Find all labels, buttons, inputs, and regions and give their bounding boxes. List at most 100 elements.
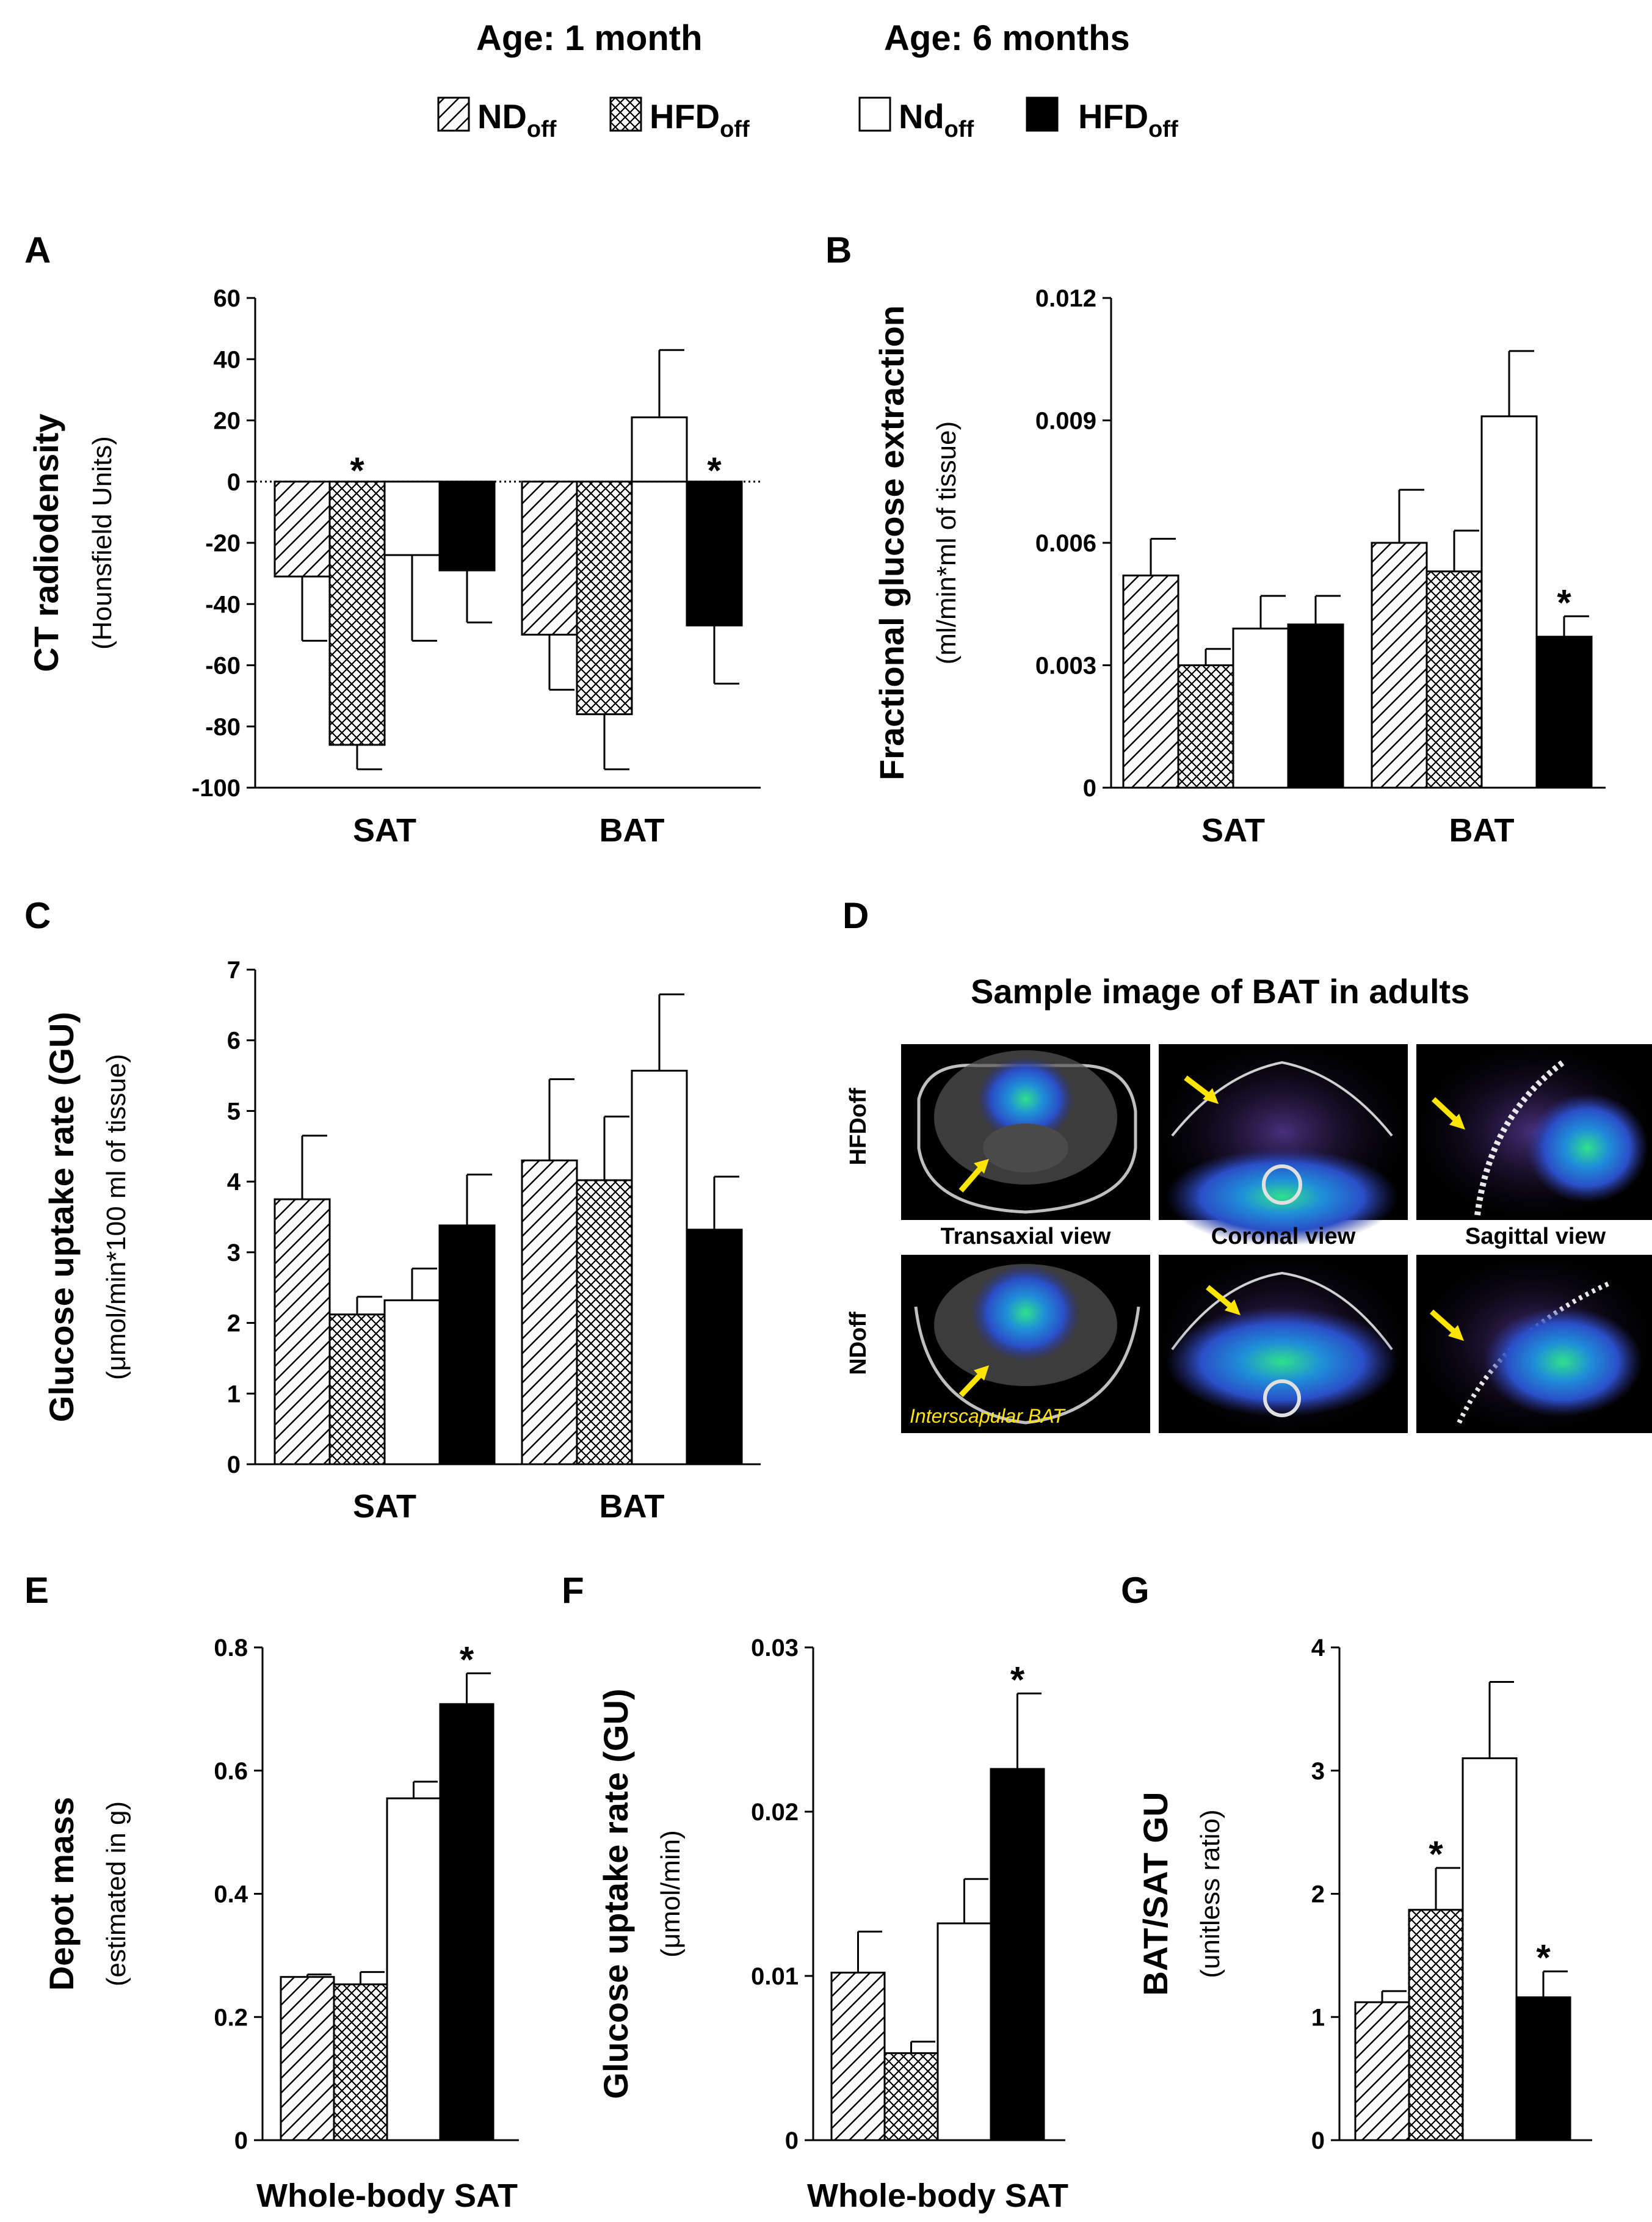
bar-nd-1month [521,481,578,636]
y-axis-title: Glucose uptake rate (GU) [596,1688,635,2099]
bar-hfd-1month [1426,570,1483,789]
view-label-transaxial: Transaxial view [941,1224,1111,1249]
y-tick-label: 4 [1311,1635,1325,1661]
panel-f-whole-body-glucose-uptake: F 0.03 0.02 0.01 0 Glucose uptake rate (GU) (μ… [562,1570,1068,2214]
significance-marker: * [707,450,722,491]
x-category-label: Whole-body SAT [807,2177,1068,2214]
legend-age-1month: Age: 1 month [476,18,703,58]
y-axis-subtitle: (estimated in g) [101,1801,131,1986]
bar-hfd-6months [438,481,496,572]
y-axis-subtitle: (ml/min*ml of tissue) [932,421,962,665]
legend: Age: 1 month Age: 6 months NDoff HFDoff … [437,18,1178,142]
bar-nd-6months [631,416,688,483]
bar-nd-1month [830,1972,886,2141]
legend-swatch-nd-1month [437,96,470,132]
y-axis-subtitle: (unitless ratio) [1195,1809,1225,1978]
bar-nd-1month [274,1198,331,1465]
y-tick-label: 0.009 [1035,408,1096,435]
panel-letter-b: B [825,230,852,270]
panel-letter-c: C [24,895,51,936]
panel-c-glucose-uptake-rate: C 7 6 5 4 3 2 1 0 Glucose uptake rate (GU) (μmol/m… [24,895,761,1525]
interscapular-bat-note: Interscapular BAT [910,1405,1066,1427]
x-category-label: SAT [353,812,416,849]
bar-nd-6months [631,1069,688,1465]
y-tick-label: 3 [227,1240,241,1266]
panel-d-sample-images: D Sample image of BAT in adults HFDoff N… [842,895,1652,1433]
image-panel-title: Sample image of BAT in adults [971,972,1469,1011]
legend-label-hfd-1month: HFDoff [650,97,750,142]
y-tick-label: 6 [227,1028,241,1055]
bar-nd-6months [1462,1757,1518,2141]
y-tick-label: 1 [227,1381,241,1407]
legend-swatch-hfd-6months [1026,96,1059,132]
x-category-label: BAT [600,1488,665,1525]
legend-age-6months: Age: 6 months [884,18,1130,58]
y-tick-label: 1 [1311,2004,1325,2031]
significance-marker: * [460,1639,474,1680]
significance-marker: * [1010,1659,1025,1700]
legend-label-nd-6months: Ndoff [899,97,974,142]
bar-nd-1month [1354,2001,1410,2141]
bar-nd-1month [521,1159,578,1465]
y-tick-label: 0 [227,469,241,496]
bar-hfd-1month [1408,1909,1464,2141]
x-category-label: SAT [1201,812,1265,849]
bar-hfd-1month [576,481,633,716]
y-tick-label: 0.2 [214,2004,248,2031]
view-label-coronal: Coronal view [1211,1224,1356,1249]
y-tick-label: 2 [1311,1881,1325,1908]
y-axis-title: BAT/SAT GU [1136,1792,1175,1996]
image-nd-sagittal [1416,1255,1652,1433]
significance-marker: * [350,450,364,491]
row-label-ndoff: NDoff [846,1312,871,1375]
y-tick-label: -100 [192,775,241,802]
x-category-label: BAT [1449,812,1515,849]
image-hfd-transaxial [901,1044,1150,1220]
bar-hfd-1month [328,481,386,746]
image-hfd-coronal [1159,1044,1408,1246]
y-axis-title: CT radiodensity [27,413,65,672]
y-tick-label: 5 [227,1098,241,1125]
bar-nd-1month [1371,542,1428,789]
bar-hfd-1month [576,1179,633,1465]
bar-nd-6months [1480,415,1538,789]
y-tick-label: -20 [205,530,241,557]
y-tick-label: 0 [1083,775,1096,802]
y-axis-title: Fractional glucose extraction [872,305,911,780]
y-tick-label: 0.02 [751,1799,799,1826]
panel-letter-f: F [562,1570,584,1611]
bar-nd-1month [1122,574,1179,789]
y-tick-label: 0.003 [1035,653,1096,680]
y-axis-subtitle: (μmol/min*100 ml of tissue) [101,1054,131,1380]
legend-label-hfd-6months: HFDoff [1078,97,1178,142]
y-tick-label: 0 [227,1451,241,1478]
y-tick-label: 7 [227,957,241,984]
significance-marker: * [1429,1834,1443,1875]
bar-hfd-1month [328,1313,386,1465]
significance-marker: * [1557,582,1571,623]
y-axis-subtitle: (μmol/min) [656,1830,686,1958]
bar-nd-6months [386,1797,441,2141]
bar-hfd-6months [1535,636,1593,789]
legend-swatch-nd-6months [858,96,891,132]
bar-nd-6months [936,1922,992,2141]
y-tick-label: 0 [785,2127,799,2154]
x-category-label: BAT [600,812,665,849]
y-tick-label: 3 [1311,1758,1325,1785]
significance-marker: * [1536,1937,1551,1978]
x-category-label: Whole-body SAT [256,2177,518,2214]
y-tick-label: -80 [205,714,241,741]
y-tick-label: -60 [205,653,241,680]
bar-hfd-6months [1287,623,1344,789]
bar-hfd-6months [686,481,743,626]
x-category-label: SAT [353,1488,416,1525]
bar-hfd-6months [990,1768,1045,2141]
bar-hfd-1month [883,2052,939,2141]
y-tick-label: 4 [227,1169,241,1196]
image-nd-coronal [1159,1255,1408,1433]
y-tick-label: 60 [214,285,241,312]
panel-e-depot-mass: E 0.8 0.6 0.4 0.2 0 Depot mass (estimated in g)… [24,1570,519,2214]
panel-g-bat-sat-ratio: G 4 3 2 1 0 BAT/SAT GU (unitless ratio) * * [1121,1570,1592,2154]
bar-hfd-6months [686,1229,743,1465]
